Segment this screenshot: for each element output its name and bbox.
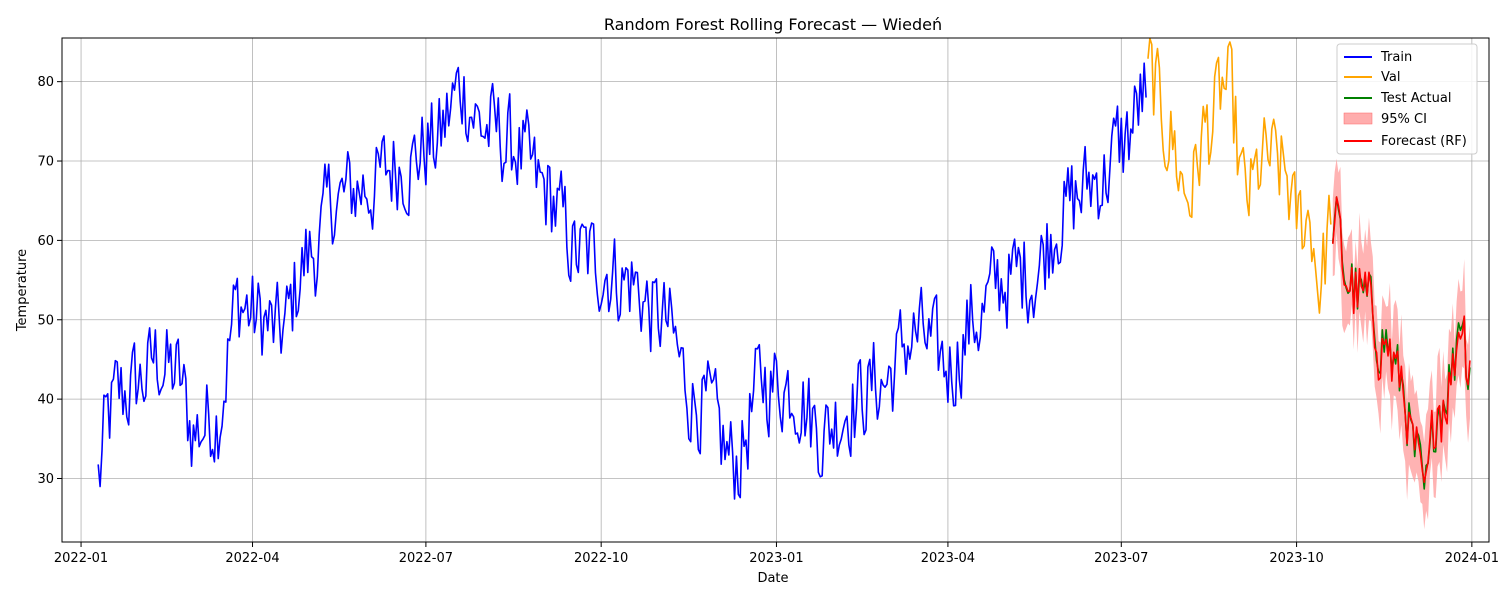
ci-band <box>1332 158 1470 530</box>
x-tick-label: 2024-01 <box>1445 551 1499 566</box>
legend-val-label: Val <box>1381 70 1400 85</box>
legend-forecast-label: Forecast (RF) <box>1381 134 1467 149</box>
x-tick-label: 2023-04 <box>921 551 975 566</box>
y-tick-label: 70 <box>37 155 54 170</box>
y-tick-label: 60 <box>37 234 54 249</box>
y-axis-ticks: 30 40 50 60 70 80 <box>37 75 62 487</box>
x-tick-label: 2023-07 <box>1094 551 1148 566</box>
legend-frame <box>1336 43 1478 155</box>
y-tick-label: 80 <box>37 75 54 90</box>
x-tick-label: 2022-07 <box>399 551 453 566</box>
train-line <box>97 62 1147 500</box>
legend-ci-label: 95% CI <box>1381 112 1427 127</box>
series-lines-layer <box>97 37 1471 500</box>
legend-train-label: Train <box>1380 50 1412 65</box>
y-tick-label: 40 <box>37 393 54 408</box>
forecast-line <box>1331 196 1471 483</box>
x-axis-label: Date <box>757 571 788 586</box>
x-tick-label: 2022-10 <box>574 551 628 566</box>
plot-frame <box>61 37 1490 543</box>
ci-band-layer <box>1332 158 1470 530</box>
x-tick-label: 2023-01 <box>749 551 803 566</box>
x-tick-label: 2022-04 <box>225 551 279 566</box>
legend-test-label: Test Actual <box>1380 91 1451 106</box>
val-line <box>1147 37 1332 314</box>
x-tick-label: 2022-01 <box>54 551 108 566</box>
chart-title: Random Forest Rolling Forecast — Wiedeń <box>604 15 942 34</box>
y-tick-label: 30 <box>37 472 54 487</box>
x-axis-ticks: 2022-01 2022-04 2022-07 2022-10 2023-01 2023-… <box>54 542 1499 566</box>
y-axis-label: Temperature <box>15 249 30 332</box>
y-tick-label: 50 <box>37 313 54 328</box>
legend-ci-swatch <box>1343 112 1373 125</box>
x-tick-label: 2023-10 <box>1269 551 1323 566</box>
legend: Train Val Test Actual 95% CI Forecast (R… <box>1336 43 1478 155</box>
